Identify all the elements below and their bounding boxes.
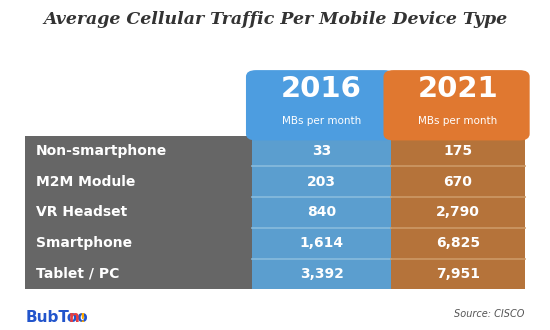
Text: 1,614: 1,614 bbox=[300, 236, 344, 250]
Text: 6,825: 6,825 bbox=[436, 236, 480, 250]
Bar bbox=[252, 228, 391, 259]
Text: Average Cellular Traffic Per Mobile Device Type: Average Cellular Traffic Per Mobile Devi… bbox=[43, 11, 507, 28]
Text: M2M Module: M2M Module bbox=[36, 175, 135, 189]
Text: 203: 203 bbox=[307, 175, 336, 189]
Bar bbox=[391, 136, 525, 166]
Text: Tablet / PC: Tablet / PC bbox=[36, 267, 119, 281]
Bar bbox=[252, 166, 391, 197]
FancyBboxPatch shape bbox=[383, 70, 530, 141]
Text: Smartphone: Smartphone bbox=[36, 236, 132, 250]
Bar bbox=[391, 259, 525, 289]
Bar bbox=[391, 197, 525, 228]
Bar bbox=[391, 166, 525, 197]
Text: 175: 175 bbox=[443, 144, 472, 158]
Text: BubToo: BubToo bbox=[25, 310, 88, 325]
Text: MBs per month: MBs per month bbox=[418, 116, 498, 126]
Text: 33: 33 bbox=[312, 144, 331, 158]
Text: Source: CISCO: Source: CISCO bbox=[454, 309, 525, 319]
Text: 7,951: 7,951 bbox=[436, 267, 480, 281]
Text: 2021: 2021 bbox=[417, 75, 498, 103]
Bar bbox=[391, 228, 525, 259]
Bar bbox=[252, 259, 391, 289]
Bar bbox=[252, 197, 391, 228]
Bar bbox=[25, 166, 525, 197]
Bar bbox=[25, 259, 525, 289]
Bar bbox=[25, 228, 525, 259]
Bar bbox=[25, 197, 525, 228]
Text: 840: 840 bbox=[307, 206, 336, 219]
Text: Non-smartphone: Non-smartphone bbox=[36, 144, 167, 158]
Bar bbox=[252, 136, 391, 166]
Text: 2016: 2016 bbox=[281, 75, 362, 103]
Text: n: n bbox=[69, 310, 80, 325]
FancyBboxPatch shape bbox=[246, 70, 394, 141]
Text: MBs per month: MBs per month bbox=[282, 116, 361, 126]
Bar bbox=[25, 136, 525, 166]
Text: !: ! bbox=[79, 312, 85, 325]
Text: 670: 670 bbox=[443, 175, 472, 189]
Text: VR Headset: VR Headset bbox=[36, 206, 127, 219]
Text: 2,790: 2,790 bbox=[436, 206, 480, 219]
Text: 3,392: 3,392 bbox=[300, 267, 344, 281]
